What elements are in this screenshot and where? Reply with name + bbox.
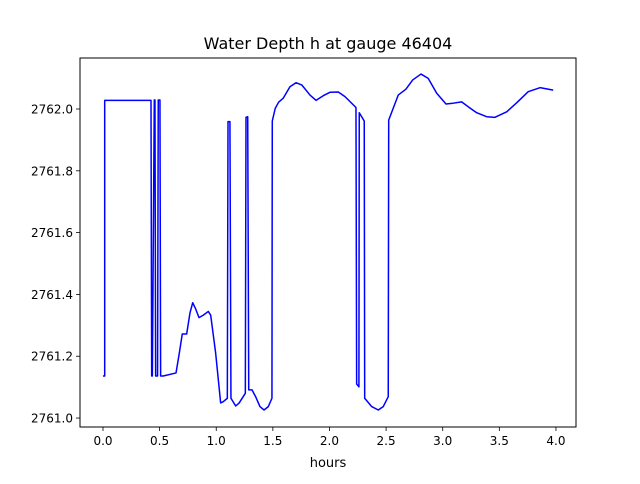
x-tick-label: 2.5 <box>377 434 396 448</box>
y-axis: 2761.0 2761.2 2761.4 2761.6 2761.8 2762.0 <box>31 102 80 426</box>
x-tick-label: 3.0 <box>433 434 452 448</box>
series-line-h <box>102 73 554 411</box>
y-tick-label: 2761.0 <box>31 412 73 426</box>
x-tick-label: 1.0 <box>207 434 226 448</box>
x-tick-label: 0.5 <box>150 434 169 448</box>
y-tick-label: 2761.6 <box>31 226 73 240</box>
y-tick-label: 2761.4 <box>31 288 73 302</box>
y-tick-label: 2762.0 <box>31 102 73 116</box>
chart-title: Water Depth h at gauge 46404 <box>204 34 453 53</box>
plot-area <box>102 73 554 411</box>
x-tick-label: 2.0 <box>320 434 339 448</box>
x-axis: 0.0 0.5 1.0 1.5 2.0 2.5 3.0 3.5 4.0 <box>93 427 566 448</box>
x-tick-label: 4.0 <box>546 434 565 448</box>
axes-frame <box>79 57 577 428</box>
y-tick-label: 2761.2 <box>31 350 73 364</box>
x-tick-label: 1.5 <box>263 434 282 448</box>
y-tick-label: 2761.8 <box>31 164 73 178</box>
x-axis-label: hours <box>310 456 347 471</box>
x-tick-label: 3.5 <box>490 434 509 448</box>
x-tick-label: 0.0 <box>93 434 112 448</box>
